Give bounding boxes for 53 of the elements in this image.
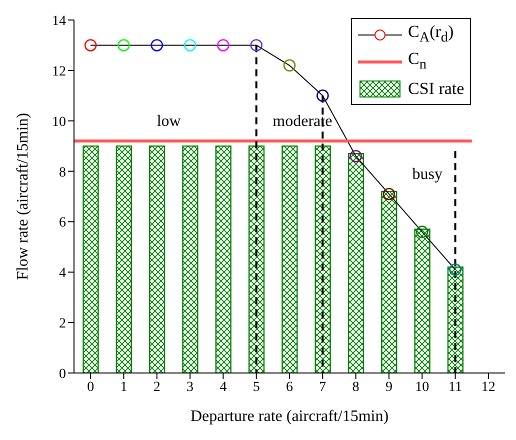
bar — [182, 145, 198, 373]
bar — [248, 145, 265, 373]
y-tick-label: 6 — [59, 216, 66, 231]
bar — [282, 145, 298, 373]
bar — [82, 145, 99, 373]
annotation: low — [156, 113, 181, 132]
y-tick-label: 0 — [59, 366, 66, 382]
annotation: moderate — [272, 113, 332, 132]
bar — [148, 145, 166, 373]
x-tick-label: 2 — [153, 380, 160, 395]
bar — [314, 145, 331, 373]
x-tick-label: 4 — [220, 380, 227, 395]
y-tick-label: 8 — [59, 165, 66, 180]
y-tick-label: 4 — [59, 266, 66, 282]
point — [118, 39, 130, 52]
legend-label: C$_{A}$(r$_{d}$) — [408, 22, 454, 47]
y-tick-label: 10 — [52, 114, 66, 130]
point — [217, 39, 230, 52]
y-axis-title: Flow rate (aircraft/15min) — [14, 112, 32, 280]
point — [184, 39, 196, 52]
y-tick-label: 14 — [52, 14, 66, 29]
annotation: busy — [412, 166, 443, 184]
x-tick-label: 6 — [286, 380, 293, 395]
x-tick-label: 0 — [87, 380, 94, 395]
point — [382, 188, 396, 200]
bar — [447, 266, 464, 373]
legend-label: CSI rate — [408, 78, 464, 98]
x-tick-label: 3 — [186, 380, 194, 395]
x-tick-label: 9 — [385, 380, 392, 395]
x-axis-title: Departure rate (aircraft/15min) — [190, 408, 389, 425]
point — [84, 39, 97, 52]
point — [316, 89, 329, 102]
x-tick-label: 12 — [481, 380, 496, 395]
x-tick-label: 5 — [252, 380, 260, 395]
bar — [348, 153, 364, 373]
point — [283, 59, 296, 72]
bar — [215, 145, 232, 373]
x-tick-label: 10 — [415, 380, 430, 395]
bar — [414, 228, 430, 373]
point — [250, 39, 262, 52]
y-tick-label: 2 — [59, 316, 66, 332]
point — [416, 226, 428, 238]
bar — [381, 190, 398, 373]
x-tick-label: 1 — [120, 380, 128, 395]
x-tick-label: 11 — [448, 380, 462, 395]
point — [350, 150, 362, 162]
x-tick-label: 8 — [352, 380, 360, 395]
y-tick-label: 12 — [52, 64, 66, 80]
x-tick-label: 7 — [319, 380, 326, 395]
point — [449, 263, 462, 276]
point — [150, 39, 164, 52]
legend-label: C$_{n}$ — [408, 49, 426, 74]
bar — [116, 145, 132, 373]
